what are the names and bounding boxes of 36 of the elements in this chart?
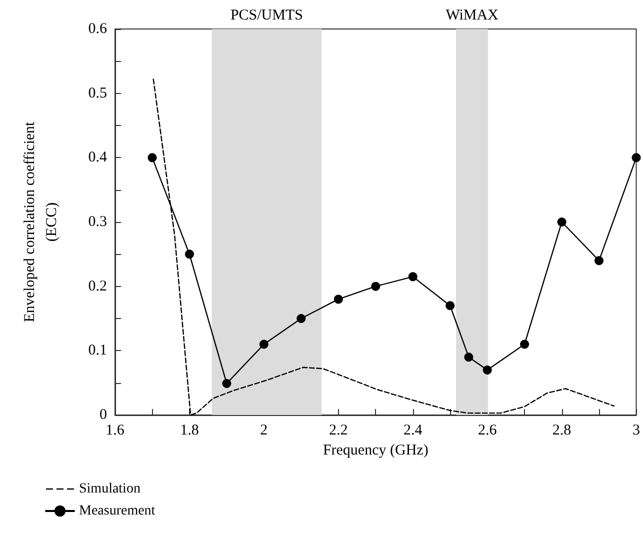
x-tick-label: 2.6 xyxy=(478,422,498,438)
point xyxy=(464,352,474,362)
y-axis-title: Enveloped correlation coefficient (ECC) xyxy=(22,120,60,322)
point xyxy=(148,153,157,162)
y-tick-label: 0.2 xyxy=(88,278,107,294)
point xyxy=(594,256,604,266)
x-axis-title: Frequency (GHz) xyxy=(322,442,428,458)
x-tick-label: 2.4 xyxy=(403,422,423,438)
x-tick-label: 3 xyxy=(632,422,640,438)
legend-label: Simulation xyxy=(79,482,140,496)
y-tick-label: 0.5 xyxy=(88,85,107,102)
point xyxy=(520,340,530,349)
y-tick-label: 0.1 xyxy=(88,342,107,359)
y-tick-label: 0.3 xyxy=(88,214,107,230)
point xyxy=(557,218,566,226)
x-tick-label: 1.6 xyxy=(106,422,125,438)
y-tick-label: 0 xyxy=(100,407,107,423)
point xyxy=(408,272,418,282)
band-label: WiMAX xyxy=(446,8,499,24)
point xyxy=(446,301,455,310)
band-label: PCS/UMTS xyxy=(230,8,303,24)
point xyxy=(296,314,306,323)
legend-label: Measurement xyxy=(79,504,156,518)
point xyxy=(371,282,380,291)
y-tick-label: 0.4 xyxy=(88,150,108,166)
point xyxy=(222,378,232,388)
y-tick-label: 0.6 xyxy=(88,21,108,37)
x-tick-label: 1.8 xyxy=(180,422,199,438)
point xyxy=(184,250,194,259)
point xyxy=(259,340,268,349)
x-tick-label: 2.2 xyxy=(329,422,348,438)
point xyxy=(334,294,343,304)
x-tick-label: 2.8 xyxy=(552,422,572,438)
point xyxy=(482,365,492,374)
point xyxy=(632,153,641,162)
x-tick-label: 2 xyxy=(260,422,268,438)
